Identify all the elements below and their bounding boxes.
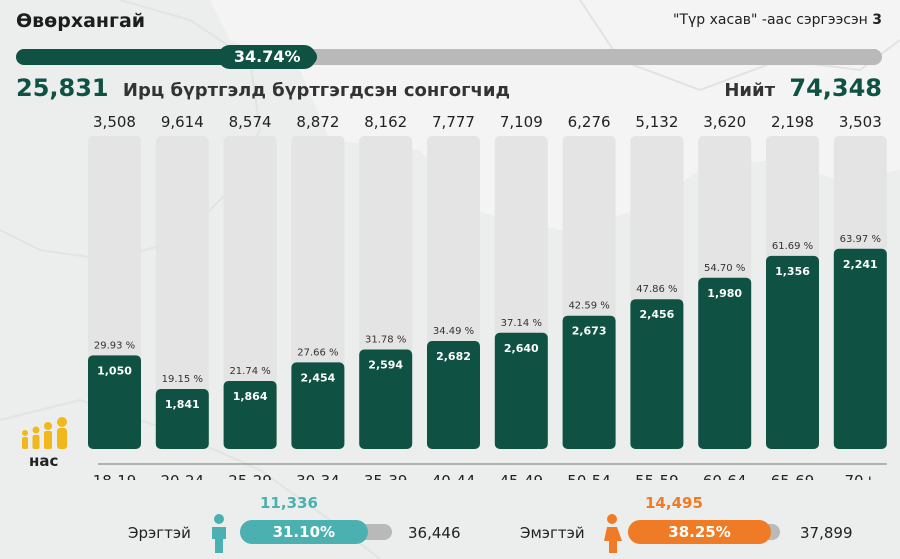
bar-total-label: 3,503 [839, 113, 882, 131]
bar-value-label: 1,050 [97, 364, 132, 377]
category-tick-label: 18-19 [93, 472, 137, 480]
bar [630, 299, 684, 449]
bar [359, 349, 413, 449]
female-total: 37,899 [800, 524, 853, 542]
bar-total-label: 8,574 [229, 113, 272, 131]
bar [833, 248, 887, 449]
male-label: Эрэгтэй [128, 524, 191, 542]
bar-value-label: 1,980 [707, 287, 742, 300]
male-registered: 11,336 [260, 494, 318, 512]
bar [494, 332, 548, 449]
category-tick-label: 50-54 [567, 472, 611, 480]
bar [427, 341, 480, 449]
bar-total-label: 8,162 [364, 113, 407, 131]
overall-percent-badge: 34.74% [217, 45, 317, 69]
category-tick-label: 35-39 [364, 472, 408, 480]
category-tick-label: 25-29 [228, 472, 272, 480]
bar-value-label: 2,640 [504, 342, 539, 355]
bar-value-label: 1,356 [775, 265, 810, 278]
total-count: 74,348 [789, 74, 882, 102]
category-tick-label: 40-44 [432, 472, 476, 480]
bar-total-label: 3,620 [703, 113, 746, 131]
bar-percent-label: 34.49 % [433, 326, 474, 337]
bar-background [223, 136, 277, 449]
bar-total-label: 8,872 [296, 113, 339, 131]
restored-note-count: 3 [872, 12, 882, 28]
bar-percent-label: 37.14 % [501, 318, 542, 329]
category-tick-label: 45-49 [500, 472, 544, 480]
bar-value-label: 2,682 [436, 350, 471, 363]
bar [562, 315, 616, 449]
bar [155, 389, 209, 449]
female-label: Эмэгтэй [520, 524, 585, 542]
bar [766, 255, 819, 449]
bar-percent-label: 63.97 % [840, 234, 881, 245]
category-tick-label: 30-34 [296, 472, 340, 480]
bar-value-label: 2,673 [572, 325, 607, 338]
bar-percent-label: 27.66 % [297, 347, 338, 358]
restored-note-text: "Түр хасав" -аас сэргээсэн [673, 12, 868, 28]
registered-label: Ирц бүртгэлд бүртгэгдсэн сонгогчид [122, 80, 510, 101]
bar-total-label: 3,508 [93, 113, 136, 131]
bar-total-label: 2,198 [771, 113, 814, 131]
people-icon [22, 417, 67, 449]
bar [88, 355, 141, 449]
bar-value-label: 1,864 [233, 390, 268, 403]
age-axis-label: нас [29, 452, 59, 470]
bar-total-label: 7,777 [432, 113, 475, 131]
bar-percent-label: 54.70 % [704, 263, 745, 274]
male-total: 36,446 [408, 524, 461, 542]
category-tick-label: 65-69 [771, 472, 815, 480]
male-person-icon [212, 514, 226, 553]
category-tick-label: 55-59 [635, 472, 679, 480]
bar-value-label: 2,454 [301, 371, 336, 384]
bar [223, 380, 277, 449]
restored-count-note: "Түр хасав" -аас сэргээсэн 3 [673, 12, 882, 28]
region-title: Өвөрхангай [16, 10, 146, 32]
female-registered: 14,495 [645, 494, 703, 512]
bar-value-label: 1,841 [165, 398, 200, 411]
age-turnout-chart: 3,508 29.93 % 1,050 18-19 9,614 19.15 % 1,841 2… [88, 113, 887, 480]
bar-percent-label: 31.78 % [365, 335, 406, 346]
bar-percent-label: 61.69 % [772, 241, 813, 252]
bar-total-label: 5,132 [635, 113, 678, 131]
bar-percent-label: 29.93 % [94, 340, 135, 351]
category-tick-label: 60-64 [703, 472, 747, 480]
male-percent-badge: 31.10% [240, 520, 368, 544]
category-tick-label: 20-24 [161, 472, 205, 480]
bar-total-label: 7,109 [500, 113, 543, 131]
total-label: Нийт [724, 80, 776, 101]
bar-value-label: 2,241 [843, 258, 878, 271]
bar-total-label: 9,614 [161, 113, 204, 131]
overall-turnout-progress: 34.74% [16, 45, 882, 69]
bar-value-label: 2,594 [368, 359, 403, 372]
registered-count: 25,831 [16, 74, 109, 102]
category-tick-label: 70+ [844, 472, 876, 480]
female-person-icon [604, 514, 622, 553]
registered-summary: 25,831 Ирц бүртгэлд бүртгэгдсэн сонгогчи… [16, 74, 510, 102]
bar [698, 277, 752, 449]
bar-background [155, 136, 209, 449]
bar [291, 362, 345, 449]
female-percent-badge: 38.25% [628, 520, 772, 544]
bar-percent-label: 47.86 % [636, 284, 677, 295]
bar-value-label: 2,456 [640, 308, 675, 321]
bar-percent-label: 42.59 % [568, 301, 609, 312]
bar-total-label: 6,276 [568, 113, 611, 131]
bar-percent-label: 21.74 % [229, 366, 270, 377]
total-summary: Нийт 74,348 [724, 74, 882, 102]
bar-percent-label: 19.15 % [162, 374, 203, 385]
